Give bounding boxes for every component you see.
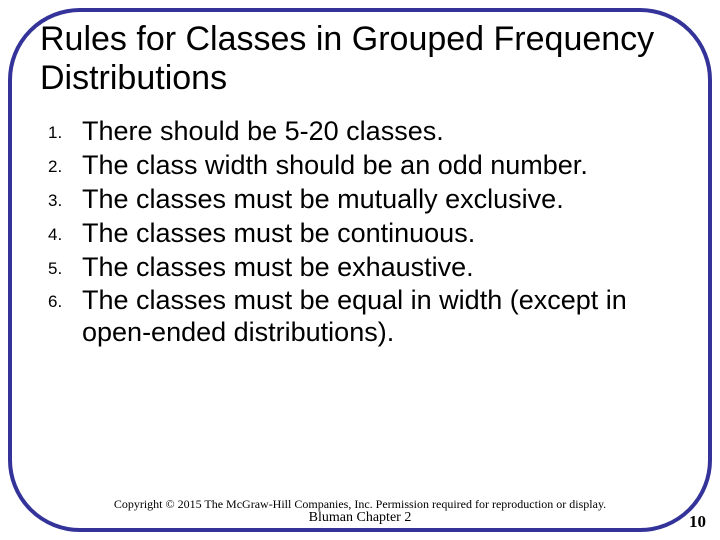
list-item: 4. The classes must be continuous. (48, 218, 690, 250)
list-item: 2. The class width should be an odd numb… (48, 150, 690, 182)
list-item: 3. The classes must be mutually exclusiv… (48, 184, 690, 216)
list-text: The class width should be an odd number. (82, 150, 690, 182)
slide-content: Rules for Classes in Grouped Frequency D… (40, 20, 690, 500)
list-number: 1. (48, 116, 82, 143)
slide-title: Rules for Classes in Grouped Frequency D… (40, 20, 690, 98)
list-text: The classes must be equal in width (exce… (82, 285, 690, 349)
list-number: 4. (48, 218, 82, 245)
chapter-label: Bluman Chapter 2 (0, 510, 720, 526)
list-number: 2. (48, 150, 82, 177)
list-text: There should be 5-20 classes. (82, 116, 690, 148)
rules-list: 1. There should be 5-20 classes. 2. The … (40, 116, 690, 349)
list-number: 6. (48, 285, 82, 312)
list-number: 5. (48, 252, 82, 279)
list-text: The classes must be continuous. (82, 218, 690, 250)
page-number: 10 (689, 512, 706, 532)
list-item: 5. The classes must be exhaustive. (48, 252, 690, 284)
list-text: The classes must be mutually exclusive. (82, 184, 690, 216)
list-item: 1. There should be 5-20 classes. (48, 116, 690, 148)
list-text: The classes must be exhaustive. (82, 252, 690, 284)
list-number: 3. (48, 184, 82, 211)
list-item: 6. The classes must be equal in width (e… (48, 285, 690, 349)
